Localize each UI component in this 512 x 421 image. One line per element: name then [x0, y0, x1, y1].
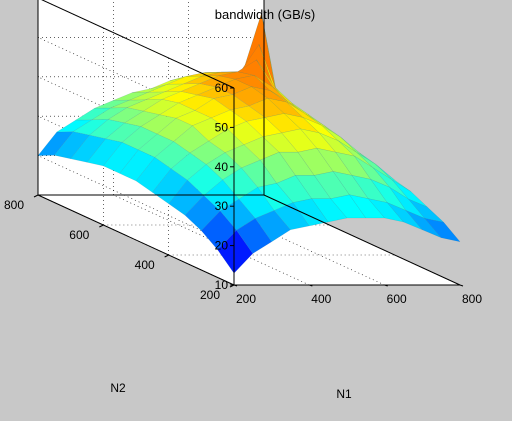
- x-tick-mark: [460, 285, 463, 286]
- z-tick-label: 40: [215, 160, 229, 174]
- y-tick-label: 600: [69, 228, 89, 242]
- z-tick-label: 10: [215, 278, 229, 292]
- z-tick-label: 60: [215, 81, 229, 95]
- chart-title: bandwidth (GB/s): [215, 7, 315, 22]
- y-tick-mark: [34, 195, 38, 197]
- y-tick-label: 400: [135, 258, 155, 272]
- x-axis-label: N1: [336, 387, 352, 401]
- y-tick-label: 800: [4, 198, 24, 212]
- y-axis-label: N2: [110, 381, 126, 395]
- x-tick-label: 400: [311, 292, 331, 306]
- y-tick-mark: [99, 225, 103, 227]
- z-tick-label: 30: [215, 199, 229, 213]
- x-tick-label: 200: [236, 292, 256, 306]
- x-tick-label: 800: [462, 292, 482, 306]
- z-tick-label: 20: [215, 239, 229, 253]
- y-tick-mark: [165, 255, 169, 257]
- x-tick-label: 600: [387, 292, 407, 306]
- z-tick-label: 50: [215, 120, 229, 134]
